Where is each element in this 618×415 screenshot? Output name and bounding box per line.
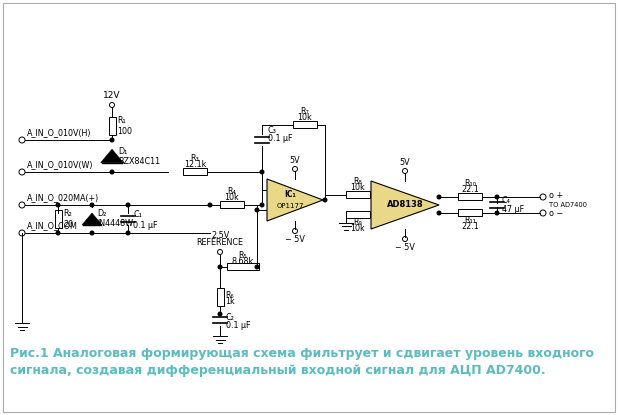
Text: A_IN_O_020MA(+): A_IN_O_020MA(+) [27,193,99,202]
Text: 12V: 12V [103,91,121,100]
Polygon shape [371,181,439,229]
Text: R₁₁: R₁₁ [464,216,476,225]
Circle shape [255,265,259,269]
Circle shape [126,203,130,207]
Bar [183,168,207,176]
Circle shape [90,231,94,235]
Text: R₁
100: R₁ 100 [117,116,132,136]
Text: C₁: C₁ [133,210,142,220]
Bar [346,191,370,198]
Text: R₆: R₆ [225,290,234,300]
Text: D₂: D₂ [97,210,106,219]
Circle shape [495,195,499,199]
Circle shape [218,265,222,269]
Bar [220,202,244,208]
Text: IC₁: IC₁ [284,190,296,200]
Circle shape [110,170,114,174]
Bar [293,122,317,129]
Circle shape [208,203,212,207]
Text: 12.1k: 12.1k [184,160,206,169]
Bar [458,193,482,200]
Text: BZX84C11: BZX84C11 [118,158,160,166]
Circle shape [255,208,259,212]
Text: R₅: R₅ [239,251,247,260]
Polygon shape [101,149,123,163]
Circle shape [437,211,441,215]
Text: D₁: D₁ [118,147,127,156]
Text: R₁₀: R₁₀ [464,179,476,188]
Text: 10k: 10k [298,113,312,122]
Text: R₂
20: R₂ 20 [63,209,73,229]
Text: A_IN_O_010V(W): A_IN_O_010V(W) [27,160,93,169]
Text: 1k: 1k [225,298,235,307]
Circle shape [126,231,130,235]
Text: R₄: R₄ [227,187,236,196]
Text: A_IN_O_COM: A_IN_O_COM [27,221,78,230]
Text: 5V: 5V [400,158,410,167]
Text: 47 μF: 47 μF [502,205,524,215]
Text: OP1177: OP1177 [276,203,304,209]
Bar [346,212,370,219]
Text: 22.1: 22.1 [461,222,479,231]
Text: Рис.1 Аналоговая формирующая схема фильтрует и сдвигает уровень входного
сигнала: Рис.1 Аналоговая формирующая схема фильт… [10,347,594,377]
Text: − 5V: − 5V [285,235,305,244]
Text: R₈: R₈ [353,177,362,186]
Circle shape [90,203,94,207]
Text: 10k: 10k [350,183,365,192]
Text: REFERENCE: REFERENCE [197,238,243,247]
Text: 0.1 μF: 0.1 μF [226,322,250,330]
Bar [54,210,62,228]
Text: o +: o + [549,191,563,200]
Text: 0.1 μF: 0.1 μF [268,134,292,143]
Circle shape [437,195,441,199]
Circle shape [56,203,60,207]
Text: A_IN_O_010V(H): A_IN_O_010V(H) [27,128,91,137]
Text: 8.68k: 8.68k [232,257,254,266]
Bar [458,210,482,217]
Circle shape [323,198,327,202]
Text: 10k: 10k [350,224,365,233]
Circle shape [260,170,264,174]
Bar [216,288,224,306]
Text: C₂: C₂ [226,313,235,322]
Bar [109,117,116,135]
Circle shape [56,231,60,235]
Circle shape [495,211,499,215]
Text: 0.1 μF: 0.1 μF [133,220,158,229]
Text: C₄: C₄ [502,196,511,205]
Bar [227,264,259,271]
Text: − 5V: − 5V [395,243,415,252]
Text: R₉: R₉ [353,218,362,227]
Text: 22.1: 22.1 [461,185,479,194]
Text: AD8138: AD8138 [387,200,423,210]
Text: 2.5V: 2.5V [211,231,229,240]
Text: 5V: 5V [290,156,300,165]
Text: IN4448W: IN4448W [97,220,133,229]
Circle shape [110,138,114,142]
Circle shape [260,203,264,207]
Text: C₃: C₃ [268,126,277,135]
Text: 10k: 10k [224,193,239,202]
Text: R₇: R₇ [300,107,310,116]
Text: R₃: R₃ [190,154,200,163]
Text: o −: o − [549,210,563,219]
Circle shape [218,312,222,316]
Text: TO AD7400: TO AD7400 [549,202,587,208]
Polygon shape [82,213,102,225]
Polygon shape [267,179,323,221]
